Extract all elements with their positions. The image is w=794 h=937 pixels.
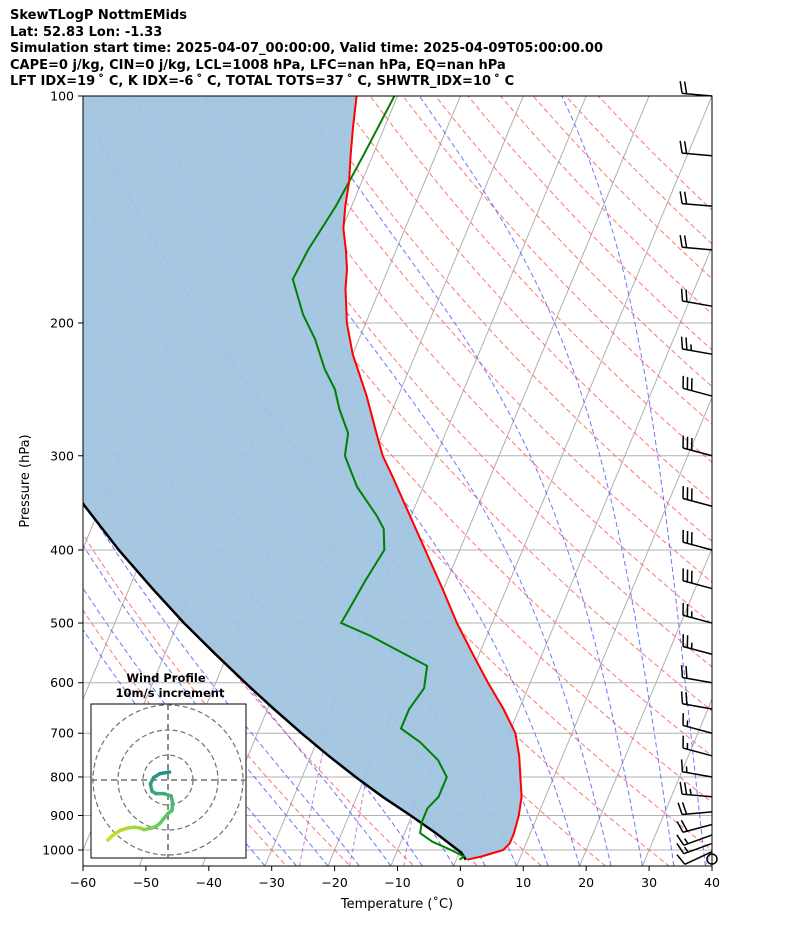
- wind-barb: [679, 234, 713, 251]
- wind-barb: [679, 140, 713, 157]
- isotherm-line: [762, 79, 794, 881]
- wind-barb: [682, 568, 713, 590]
- y-tick-label: 600: [50, 675, 74, 690]
- isotherm-line: [264, 96, 587, 866]
- wind-barb: [676, 850, 713, 866]
- hodograph-title: Wind Profile: [126, 671, 206, 685]
- moist-adiabat: [83, 499, 360, 866]
- cape-line: CAPE=0 j/kg, CIN=0 j/kg, LCL=1008 hPa, L…: [10, 57, 506, 73]
- y-tick-label: 100: [50, 89, 74, 104]
- isotherm-line: [83, 96, 84, 98]
- y-tick-label: 500: [50, 616, 74, 631]
- chart-title: SkewTLogP NottmEMids: [10, 8, 188, 23]
- hodograph-subtitle: 10m/s increment: [116, 686, 225, 700]
- chart-title-block: SkewTLogP NottmEMids Lat: 52.83 Lon: -1.…: [10, 8, 603, 91]
- dry-adiabat: [337, 96, 712, 502]
- isotherm-line: [516, 396, 712, 866]
- y-tick-label: 200: [50, 315, 74, 330]
- x-axis-label: Temperature (˚C): [340, 896, 453, 912]
- dry-adiabat: [304, 96, 712, 542]
- x-tick-label: −20: [321, 875, 347, 890]
- x-tick-label: 10: [515, 875, 531, 890]
- y-tick-label: 900: [50, 808, 74, 823]
- y-axis-label: Pressure (hPa): [18, 434, 33, 527]
- y-tick-label: 1000: [42, 843, 74, 858]
- dry-adiabat: [500, 96, 712, 315]
- wind-barb: [679, 191, 713, 207]
- isotherm-line: [641, 697, 712, 866]
- indices-line: LFT IDX=19 ˚ C, K IDX=-6 ˚ C, TOTAL TOTS…: [10, 74, 515, 89]
- y-tick-label: 300: [50, 448, 74, 463]
- isotherm-line: [578, 547, 712, 866]
- dry-adiabat: [83, 107, 712, 851]
- wind-barb: [682, 375, 713, 397]
- wind-barb: [680, 665, 713, 684]
- location-line: Lat: 52.83 Lon: -1.33: [10, 24, 163, 40]
- moist-adiabat: [295, 96, 643, 866]
- wind-barb: [682, 529, 713, 551]
- wind-barb: [682, 713, 713, 734]
- moist-adiabat: [561, 96, 706, 866]
- isotherm-line: [704, 848, 712, 866]
- temperature-line: [342, 96, 523, 861]
- y-tick-label: 400: [50, 542, 74, 557]
- moist-adiabat: [418, 96, 675, 866]
- wind-barb: [676, 834, 713, 846]
- dry-adiabat: [272, 96, 712, 583]
- hodograph-inset: Wind Profile 10m/s increment: [90, 671, 247, 859]
- cin-cape-shade: [83, 96, 522, 860]
- wind-barb: [680, 759, 713, 778]
- y-axis-ticks: 1000 900 800 700 600 500 400 300 200 100: [42, 89, 83, 858]
- time-line: Simulation start time: 2025-04-07_00:00:…: [10, 41, 603, 56]
- parcel-profile-line: [83, 501, 467, 861]
- plot-area: [83, 79, 794, 881]
- x-tick-label: 30: [641, 875, 657, 890]
- dry-adiabat: [369, 96, 712, 463]
- dry-adiabat: [83, 609, 288, 866]
- wind-barbs: [676, 81, 718, 866]
- wind-barb: [682, 435, 713, 457]
- wind-barb: [676, 842, 713, 855]
- x-tick-label: −60: [70, 875, 96, 890]
- x-tick-label: −10: [384, 875, 410, 890]
- wind-barb: [679, 781, 713, 798]
- y-tick-label: 800: [50, 769, 74, 784]
- moist-adiabat: [83, 451, 392, 866]
- x-tick-label: −30: [259, 875, 285, 890]
- x-tick-label: 20: [578, 875, 594, 890]
- calm-wind-marker: [706, 853, 718, 865]
- x-tick-label: 40: [704, 875, 720, 890]
- wind-barb: [682, 602, 713, 624]
- dewpoint-line: [291, 96, 466, 861]
- hodograph-trace: [106, 770, 175, 842]
- hodograph-segment: [158, 770, 172, 776]
- wind-barb: [682, 634, 713, 655]
- wind-barb: [682, 735, 713, 757]
- x-tick-label: −40: [196, 875, 222, 890]
- moist-adiabat: [83, 628, 266, 866]
- wind-barb: [680, 691, 713, 710]
- wind-barb: [677, 802, 713, 816]
- wind-barb: [679, 81, 713, 97]
- wind-barb: [676, 819, 713, 833]
- dry-adiabat: [83, 533, 352, 866]
- x-tick-label: 0: [456, 875, 464, 890]
- dry-adiabat: [597, 96, 712, 211]
- wind-barb: [680, 288, 713, 307]
- wind-barb: [680, 336, 713, 355]
- wind-barb: [682, 486, 713, 507]
- dry-adiabat: [83, 459, 415, 866]
- dry-adiabat: [83, 245, 607, 866]
- y-tick-label: 700: [50, 726, 74, 741]
- x-axis-ticks: −60 −50 −40 −30 −20 −10 0 10 20 30 40: [70, 866, 720, 890]
- x-tick-label: −50: [133, 875, 159, 890]
